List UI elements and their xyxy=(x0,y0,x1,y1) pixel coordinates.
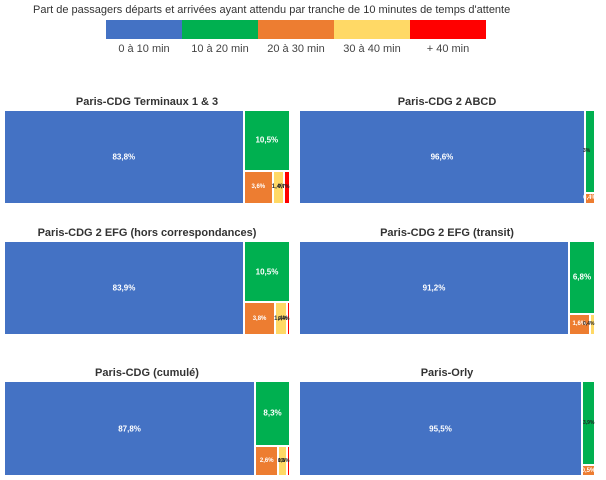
treemap-5-label-2: 0,5% xyxy=(581,467,596,474)
treemap-2-label-3: 1,4% xyxy=(274,315,288,322)
treemap-2-tile-0 xyxy=(4,241,244,335)
treemap-0-label-0: 83,8% xyxy=(112,152,136,162)
treemap-2-label-1: 10,5% xyxy=(255,267,279,277)
treemap-4-label-0: 87,8% xyxy=(118,424,141,433)
legend-swatch-t2 xyxy=(258,20,334,39)
chart-title-2: Paris-CDG 2 EFG (hors correspondances) xyxy=(37,227,257,239)
legend-label-t1: 10 à 20 min xyxy=(191,43,249,55)
treemap-3-tile-3 xyxy=(589,313,595,335)
treemap-4-tile-1 xyxy=(255,381,290,446)
treemap-0-tile-1 xyxy=(243,110,290,171)
treemap-5-tile-0 xyxy=(299,381,582,476)
treemap-3-label-0: 91,2% xyxy=(422,283,446,293)
legend-label-t0: 0 à 10 min xyxy=(118,43,170,55)
legend-swatch-t0 xyxy=(106,20,182,39)
treemap-3-label-3: 0,4% xyxy=(583,321,595,328)
treemap-3-tile-2 xyxy=(568,313,590,335)
treemap-1-tile-0 xyxy=(299,110,585,204)
treemap-3-tile-0 xyxy=(299,241,569,335)
treemap-3-tile-1 xyxy=(568,241,595,314)
treemap-4-label-3: 1% xyxy=(278,457,286,464)
treemap-4-tile-0 xyxy=(4,381,256,476)
legend-swatch-t4 xyxy=(410,20,486,39)
treemap-2-tile-1 xyxy=(243,241,290,303)
legend-label-t4: + 40 min xyxy=(426,43,470,55)
treemap-5-label-1: 3,9% xyxy=(583,420,595,427)
treemap-0-tile-4 xyxy=(284,170,290,204)
treemap-4-label-1: 8,3% xyxy=(263,408,282,418)
treemap-0-tile-2 xyxy=(243,170,273,204)
legend-label-t3: 30 à 40 min xyxy=(343,43,401,55)
chart-title-3: Paris-CDG 2 EFG (transit) xyxy=(380,227,514,239)
treemap-2-tile-3 xyxy=(275,302,287,335)
treemap-1-label-1: 3% xyxy=(583,148,591,155)
treemap-2-tile-4 xyxy=(286,302,290,335)
treemap-2-tile-2 xyxy=(243,302,276,335)
treemap-2-label-0: 83,9% xyxy=(112,283,136,293)
chart-title-5: Paris-Orly xyxy=(420,367,474,379)
treemap-2-label-4: 0,4% xyxy=(278,315,290,322)
chart-title-4: Paris-CDG (cumulé) xyxy=(95,367,199,379)
treemap-0-label-2: 3,6% xyxy=(251,184,266,191)
treemap-0-label-3: 1,4% xyxy=(271,184,286,191)
treemap-0-tile-0 xyxy=(4,110,244,204)
treemap-4-tile-4 xyxy=(287,445,290,476)
treemap-4-label-2: 2,6% xyxy=(259,457,274,464)
treemap-0-tile-3 xyxy=(272,170,285,204)
legend-swatch-t1 xyxy=(182,20,258,39)
chart-title-1: Paris-CDG 2 ABCD xyxy=(397,96,497,108)
treemap-3-label-1: 6,8% xyxy=(572,272,592,282)
treemap-5-tile-1 xyxy=(581,381,595,466)
legend-swatch-t3 xyxy=(334,20,410,39)
treemap-0-label-4: 0,7% xyxy=(278,184,290,191)
legend-label-t2: 20 à 30 min xyxy=(267,43,325,55)
treemap-2-label-2: 3,8% xyxy=(252,315,267,322)
treemap-1-label-2: 0,4% xyxy=(583,195,597,202)
treemap-5-tile-2 xyxy=(581,465,595,476)
treemap-5-label-0: 95,5% xyxy=(429,424,452,433)
treemap-4-tile-3 xyxy=(278,445,288,476)
treemap-1-tile-1 xyxy=(584,110,595,193)
treemap-1-tile-2 xyxy=(584,192,595,204)
treemap-1-label-0: 96,6% xyxy=(430,152,454,162)
treemap-0-label-1: 10,5% xyxy=(255,135,279,145)
treemap-4-label-4: 0,3% xyxy=(278,457,290,464)
chart-title-0: Paris-CDG Terminaux 1 & 3 xyxy=(75,96,219,108)
treemap-4-tile-2 xyxy=(255,445,279,476)
treemap-3-label-2: 1,6% xyxy=(572,321,587,328)
main-title: Part de passagers départs et arrivées ay… xyxy=(33,4,511,16)
